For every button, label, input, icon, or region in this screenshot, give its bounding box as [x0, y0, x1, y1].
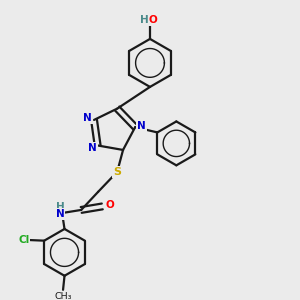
Text: CH₃: CH₃ — [54, 292, 72, 300]
Text: N: N — [137, 121, 146, 131]
Text: O: O — [106, 200, 114, 210]
Text: H: H — [56, 202, 64, 212]
Text: H: H — [140, 16, 149, 26]
Text: O: O — [148, 16, 157, 26]
Text: Cl: Cl — [18, 235, 29, 245]
Text: N: N — [88, 143, 97, 153]
Text: N: N — [83, 113, 92, 124]
Text: S: S — [113, 167, 121, 177]
Text: N: N — [56, 209, 64, 219]
